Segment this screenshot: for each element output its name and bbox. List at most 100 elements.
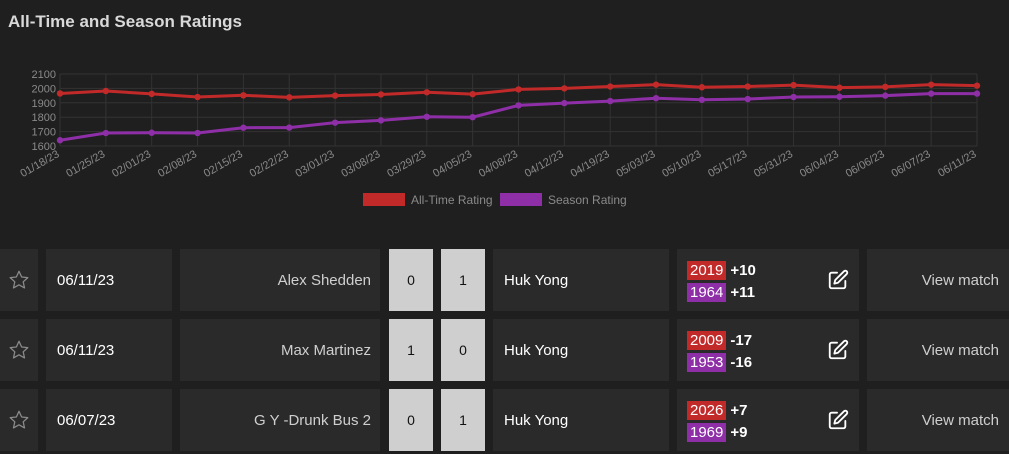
view-match-button[interactable]: View match xyxy=(867,319,1009,381)
legend-label: Season Rating xyxy=(548,193,627,207)
data-point xyxy=(561,85,568,92)
data-point xyxy=(377,117,385,124)
x-tick-label: 04/12/23 xyxy=(523,148,566,180)
data-point xyxy=(927,81,935,88)
y-tick-label: 1900 xyxy=(32,98,56,110)
match-date: 06/07/23 xyxy=(46,389,172,451)
data-point xyxy=(148,90,155,98)
data-point xyxy=(423,113,430,120)
rating-cell: 2026 +7 1969 +9 xyxy=(677,389,859,451)
data-point xyxy=(102,87,110,95)
data-point xyxy=(148,129,155,136)
x-tick-label: 02/15/23 xyxy=(202,148,245,180)
x-tick-label: 03/01/23 xyxy=(294,148,337,180)
page-title: All-Time and Season Ratings xyxy=(8,12,242,31)
x-tick-label: 02/08/23 xyxy=(156,148,199,180)
x-tick-label: 05/03/23 xyxy=(614,148,657,180)
data-point xyxy=(973,90,981,97)
data-point xyxy=(286,124,293,131)
player-score: 0 xyxy=(389,389,433,451)
edit-icon[interactable] xyxy=(827,269,849,291)
data-point xyxy=(973,82,981,89)
x-tick-label: 05/31/23 xyxy=(752,148,795,180)
data-point xyxy=(882,83,889,91)
data-point xyxy=(927,90,935,97)
rating-cell: 2009 -17 1953 -16 xyxy=(677,319,859,381)
opponent-score: 1 xyxy=(441,389,485,451)
y-tick-label: 1800 xyxy=(32,112,56,124)
x-tick-label: 06/04/23 xyxy=(798,148,841,180)
data-point xyxy=(286,94,293,101)
data-point xyxy=(698,84,706,91)
data-point xyxy=(652,81,660,88)
season-rating-line: 1953 -16 xyxy=(687,352,752,372)
data-point xyxy=(515,102,522,109)
favorite-button[interactable] xyxy=(0,249,38,311)
data-point xyxy=(882,92,889,99)
data-point xyxy=(836,84,843,91)
y-tick-label: 2100 xyxy=(32,69,56,81)
x-tick-label: 05/10/23 xyxy=(660,148,703,180)
match-date: 06/11/23 xyxy=(46,249,172,311)
alltime-rating-line: 2009 -17 xyxy=(687,330,752,350)
data-point xyxy=(423,89,430,96)
data-point xyxy=(836,93,843,100)
edit-icon[interactable] xyxy=(827,409,849,431)
data-point xyxy=(56,137,64,144)
match-row: 06/11/23 Max Martinez 1 0 Huk Yong 2009 … xyxy=(0,319,1009,381)
y-tick-label: 1700 xyxy=(32,127,56,139)
data-point xyxy=(469,114,476,121)
legend-label: All-Time Rating xyxy=(411,193,493,207)
x-tick-label: 04/19/23 xyxy=(569,148,612,180)
alltime-rating-line: 2019 +10 xyxy=(687,260,756,280)
data-point xyxy=(790,93,797,101)
view-match-button[interactable]: View match xyxy=(867,249,1009,311)
data-point xyxy=(790,81,797,89)
player-name[interactable]: Alex Shedden xyxy=(180,249,380,311)
season-rating-badge: 1969 xyxy=(687,422,727,442)
star-icon xyxy=(9,410,29,429)
favorite-button[interactable] xyxy=(0,319,38,381)
alltime-rating-badge: 2009 xyxy=(687,330,727,350)
data-point xyxy=(377,91,385,98)
data-point xyxy=(744,83,751,90)
match-date: 06/11/23 xyxy=(46,319,172,381)
x-tick-label: 06/07/23 xyxy=(890,148,933,180)
data-point xyxy=(607,83,614,90)
player-score: 0 xyxy=(389,249,433,311)
season-rating-delta: +9 xyxy=(730,423,748,441)
edit-icon[interactable] xyxy=(827,339,849,361)
legend-swatch xyxy=(500,193,542,206)
x-tick-label: 01/25/23 xyxy=(64,148,107,180)
x-tick-label: 03/29/23 xyxy=(385,148,428,180)
data-point xyxy=(331,92,339,99)
data-point xyxy=(744,95,751,103)
opponent-name[interactable]: Huk Yong xyxy=(493,389,669,451)
x-tick-label: 05/17/23 xyxy=(706,148,749,180)
opponent-name[interactable]: Huk Yong xyxy=(493,319,669,381)
legend-swatch xyxy=(363,193,405,206)
favorite-button[interactable] xyxy=(0,389,38,451)
alltime-rating-badge: 2026 xyxy=(687,400,727,420)
alltime-rating-line: 2026 +7 xyxy=(687,400,747,420)
alltime-rating-delta: +7 xyxy=(730,401,748,419)
star-icon xyxy=(9,270,29,289)
data-point xyxy=(194,129,201,137)
data-point xyxy=(469,90,476,98)
player-name[interactable]: G Y -Drunk Bus 2 xyxy=(180,389,380,451)
data-point xyxy=(652,94,660,102)
data-point xyxy=(515,86,522,93)
season-rating-line: 1964 +11 xyxy=(687,282,756,302)
opponent-score: 1 xyxy=(441,249,485,311)
data-point xyxy=(331,119,339,126)
opponent-score: 0 xyxy=(441,319,485,381)
view-match-button[interactable]: View match xyxy=(867,389,1009,451)
player-name[interactable]: Max Martinez xyxy=(180,319,380,381)
season-rating-badge: 1964 xyxy=(687,282,727,302)
star-icon xyxy=(9,340,29,359)
alltime-rating-delta: +10 xyxy=(730,261,756,279)
opponent-name[interactable]: Huk Yong xyxy=(493,249,669,311)
season-rating-delta: -16 xyxy=(730,353,753,371)
x-tick-label: 02/01/23 xyxy=(110,148,153,180)
